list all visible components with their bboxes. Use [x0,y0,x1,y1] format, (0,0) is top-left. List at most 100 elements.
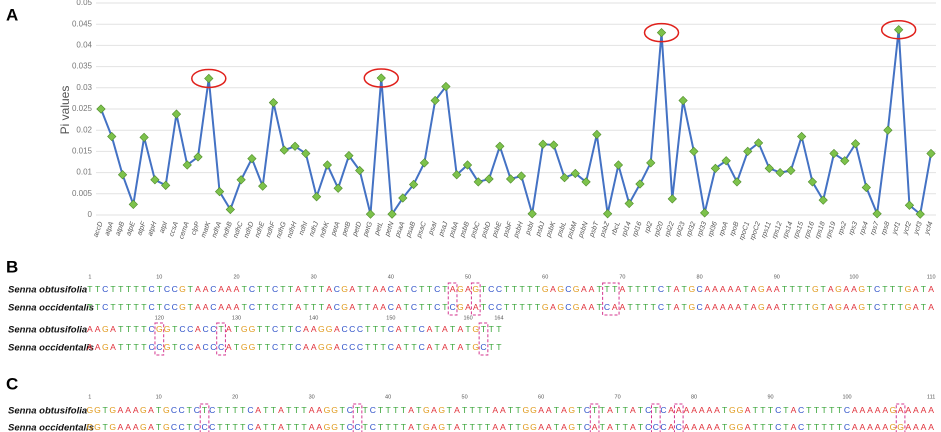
x-tick-label: rpoB [729,221,741,238]
ruler-number: 10 [156,394,162,400]
y-tick-label: 0.025 [72,104,93,113]
base: T [821,422,827,432]
base: T [829,422,835,432]
base: C [565,302,571,312]
base: G [758,302,765,312]
base: T [600,405,606,415]
base: G [423,422,430,432]
base: A [334,342,340,352]
base: C [203,342,209,352]
base: C [210,302,216,312]
base: A [133,422,139,432]
base: T [134,342,140,352]
base: A [295,302,301,312]
marker [721,156,731,166]
ruler-number: 1 [88,394,91,400]
base: T [597,302,603,312]
base: T [743,284,749,294]
base: A [334,324,340,334]
base: G [472,342,479,352]
marker [408,179,419,190]
marker [646,158,656,168]
ruler-number: 80 [697,274,703,280]
x-tick-label: psbZ [599,220,611,239]
x-tick-label: petG [362,220,374,238]
base: C [194,422,200,432]
base: C [645,405,651,415]
base: A [843,302,849,312]
base: T [628,284,634,294]
base: T [496,342,502,352]
base: T [653,405,659,415]
marker [430,95,440,106]
sequence: T T C T T T T T C T CCG T A A C A A A T C T T C T T A T T T A CG A T T A A C… [87,302,934,312]
x-tick-label: rps2 [837,221,848,236]
base: T [416,422,422,432]
base: T [271,405,277,415]
base: G [86,405,93,415]
base: T [118,324,124,334]
panel-label: B [6,257,18,276]
marker [904,200,915,210]
base: T [110,302,116,312]
base: T [554,422,560,432]
base: T [462,422,468,432]
base: A [921,422,927,432]
base: T [393,405,399,415]
base: C [349,324,355,334]
base: C [584,405,590,415]
x-tick-label: rpl22 [664,221,676,238]
ruler-number: 130 [232,315,241,321]
base: A [110,342,116,352]
base: C [347,405,353,415]
base: A [255,405,261,415]
base: C [295,342,301,352]
x-tick-label: psbI [524,221,535,237]
base: T [921,284,927,294]
ruler-number: 100 [849,274,858,280]
base: A [928,302,934,312]
base: C [272,302,278,312]
base: T [651,284,657,294]
base: A [95,324,101,334]
peak-highlight [363,68,400,88]
base: A [828,284,834,294]
base: T [782,284,788,294]
variant-box [478,322,489,356]
base: T [378,405,384,415]
base: C [349,342,355,352]
base: A [928,405,934,415]
base: A [699,422,705,432]
x-tick-label: psaI [427,221,438,237]
marker [311,192,322,202]
base: T [477,422,483,432]
base: T [234,342,240,352]
base: C [156,342,162,352]
marker [128,199,138,210]
marker [441,81,451,92]
base: A [492,422,498,432]
sequence: GG T GA A AGA T GCC T CCC T T T T C A T T A T T T A AGG T CC T C T T… [86,422,934,432]
species-name: Senna occidentalis [8,343,94,354]
base: A [745,422,751,432]
base: A [774,284,780,294]
x-tick-label: atpA [104,221,116,237]
base: C [488,284,494,294]
base: G [331,405,338,415]
species-name: Senna occidentalis [8,303,94,314]
base: T [898,302,904,312]
base: C [370,422,376,432]
base: A [195,302,201,312]
x-tick-label: psbD [480,221,493,240]
base: T [385,422,391,432]
base: A [226,284,232,294]
base: G [557,302,564,312]
base: A [712,302,718,312]
sequence: T T C T T T T T C T CCG T A A C A A A T C T T C T T A T T T A CG A T T A A C… [87,284,934,294]
marker [355,165,365,176]
base: C [247,405,253,415]
base: A [928,422,934,432]
base: A [450,284,456,294]
base: T [365,302,371,312]
